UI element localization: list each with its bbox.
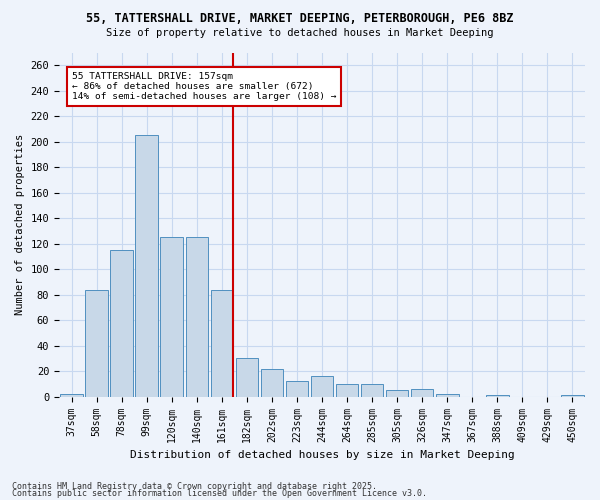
Bar	[411, 389, 433, 396]
Bar	[311, 376, 333, 396]
Bar	[336, 384, 358, 396]
Text: 55, TATTERSHALL DRIVE, MARKET DEEPING, PETERBOROUGH, PE6 8BZ: 55, TATTERSHALL DRIVE, MARKET DEEPING, P…	[86, 12, 514, 26]
Text: 55 TATTERSHALL DRIVE: 157sqm
← 86% of detached houses are smaller (672)
14% of s: 55 TATTERSHALL DRIVE: 157sqm ← 86% of de…	[71, 72, 336, 102]
Bar	[386, 390, 409, 396]
Bar	[160, 238, 183, 396]
Y-axis label: Number of detached properties: Number of detached properties	[15, 134, 25, 315]
Bar	[110, 250, 133, 396]
Bar	[436, 394, 458, 396]
X-axis label: Distribution of detached houses by size in Market Deeping: Distribution of detached houses by size …	[130, 450, 514, 460]
Bar	[85, 290, 108, 397]
Text: Contains HM Land Registry data © Crown copyright and database right 2025.: Contains HM Land Registry data © Crown c…	[12, 482, 377, 491]
Text: Size of property relative to detached houses in Market Deeping: Size of property relative to detached ho…	[106, 28, 494, 38]
Bar	[260, 368, 283, 396]
Bar	[185, 238, 208, 396]
Bar	[136, 136, 158, 396]
Bar	[211, 290, 233, 397]
Text: Contains public sector information licensed under the Open Government Licence v3: Contains public sector information licen…	[12, 490, 427, 498]
Bar	[236, 358, 258, 397]
Bar	[60, 394, 83, 396]
Bar	[286, 382, 308, 396]
Bar	[361, 384, 383, 396]
